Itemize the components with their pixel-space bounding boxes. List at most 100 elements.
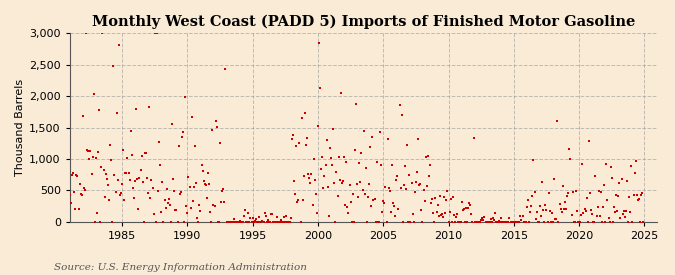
Point	[279, 214, 290, 219]
Point	[342, 205, 353, 209]
Point	[617, 212, 628, 217]
Point	[448, 195, 458, 199]
Point	[578, 211, 589, 216]
Point	[417, 219, 428, 224]
Point	[338, 178, 348, 183]
Point	[524, 219, 535, 224]
Point	[241, 219, 252, 224]
Point	[318, 186, 329, 191]
Point	[359, 192, 370, 196]
Point	[396, 185, 406, 190]
Point	[245, 216, 256, 221]
Point	[440, 211, 451, 216]
Point	[202, 196, 213, 200]
Point	[158, 219, 169, 224]
Point	[634, 197, 645, 201]
Point	[358, 129, 369, 133]
Point	[550, 217, 561, 221]
Point	[282, 219, 293, 224]
Point	[556, 209, 567, 214]
Point	[528, 158, 539, 162]
Point	[426, 201, 437, 205]
Point	[205, 210, 215, 214]
Point	[266, 212, 277, 216]
Point	[200, 183, 211, 187]
Point	[343, 211, 354, 215]
Point	[123, 171, 134, 175]
Point	[134, 176, 145, 180]
Point	[231, 219, 242, 224]
Point	[248, 219, 259, 224]
Point	[435, 212, 446, 217]
Point	[95, 219, 106, 224]
Point	[499, 219, 510, 224]
Point	[628, 193, 639, 197]
Point	[370, 219, 381, 224]
Point	[614, 181, 625, 185]
Point	[190, 143, 200, 148]
Point	[430, 196, 441, 201]
Point	[193, 219, 204, 224]
Point	[583, 219, 593, 224]
Point	[319, 174, 330, 178]
Point	[129, 196, 140, 200]
Point	[396, 113, 407, 118]
Point	[94, 108, 105, 112]
Point	[333, 155, 344, 160]
Point	[565, 157, 576, 162]
Point	[512, 219, 522, 224]
Point	[309, 178, 320, 182]
Point	[188, 185, 199, 189]
Point	[234, 218, 245, 223]
Point	[277, 219, 288, 224]
Point	[451, 215, 462, 219]
Point	[542, 219, 553, 224]
Point	[574, 219, 585, 224]
Point	[405, 219, 416, 224]
Point	[398, 219, 408, 224]
Point	[223, 219, 234, 224]
Point	[471, 219, 482, 224]
Point	[304, 176, 315, 181]
Point	[441, 198, 452, 203]
Point	[270, 219, 281, 224]
Point	[136, 154, 147, 159]
Point	[286, 137, 297, 142]
Point	[603, 215, 614, 220]
Point	[568, 219, 579, 224]
Point	[284, 219, 295, 224]
Point	[106, 158, 117, 163]
Point	[346, 219, 357, 224]
Point	[466, 211, 477, 216]
Point	[217, 189, 227, 194]
Point	[533, 219, 543, 224]
Point	[616, 177, 627, 181]
Point	[549, 177, 560, 181]
Point	[605, 165, 616, 169]
Point	[561, 207, 572, 211]
Point	[530, 217, 541, 221]
Point	[593, 188, 604, 193]
Point	[460, 219, 470, 224]
Point	[210, 119, 221, 123]
Point	[215, 141, 225, 145]
Point	[321, 138, 332, 142]
Point	[177, 134, 188, 139]
Point	[156, 210, 167, 214]
Point	[145, 195, 156, 200]
Point	[384, 188, 395, 193]
Point	[65, 201, 76, 205]
Point	[261, 219, 272, 224]
Point	[329, 181, 340, 186]
Point	[483, 219, 494, 224]
Point	[230, 219, 241, 224]
Point	[490, 210, 501, 215]
Point	[115, 193, 126, 197]
Point	[181, 203, 192, 208]
Point	[246, 219, 257, 224]
Point	[103, 198, 114, 203]
Point	[517, 213, 528, 218]
Point	[113, 43, 124, 47]
Point	[105, 143, 115, 147]
Point	[626, 164, 637, 169]
